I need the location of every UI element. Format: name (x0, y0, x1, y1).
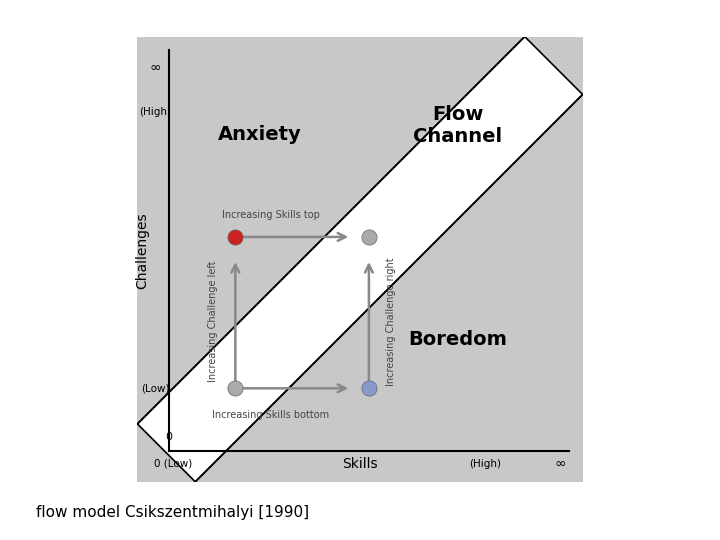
Point (230, 233, 241, 241)
Text: Skills: Skills (342, 457, 378, 471)
Text: Increasing Challenge left: Increasing Challenge left (208, 261, 218, 382)
Point (230, 384, 241, 393)
Text: ∞: ∞ (554, 457, 566, 471)
Text: 0 (Low): 0 (Low) (154, 459, 192, 469)
Text: Boredom: Boredom (408, 330, 508, 349)
Text: (High): (High) (139, 107, 171, 117)
Polygon shape (138, 37, 582, 482)
Point (363, 384, 374, 393)
Text: ∞: ∞ (150, 61, 161, 75)
Point (363, 233, 374, 241)
Text: Flow
Channel: Flow Channel (413, 105, 503, 146)
Text: Increasing Challenge right: Increasing Challenge right (386, 257, 396, 386)
Text: Challenges: Challenges (135, 212, 149, 288)
Text: flow model Csikszentmihalyi [1990]: flow model Csikszentmihalyi [1990] (36, 505, 309, 521)
Text: Increasing Skills bottom: Increasing Skills bottom (212, 410, 330, 420)
Text: (Low): (Low) (141, 383, 169, 393)
Text: 0: 0 (165, 433, 172, 442)
Text: Increasing Skills top: Increasing Skills top (222, 210, 320, 220)
Text: Anxiety: Anxiety (217, 125, 301, 144)
Text: (High): (High) (469, 459, 500, 469)
